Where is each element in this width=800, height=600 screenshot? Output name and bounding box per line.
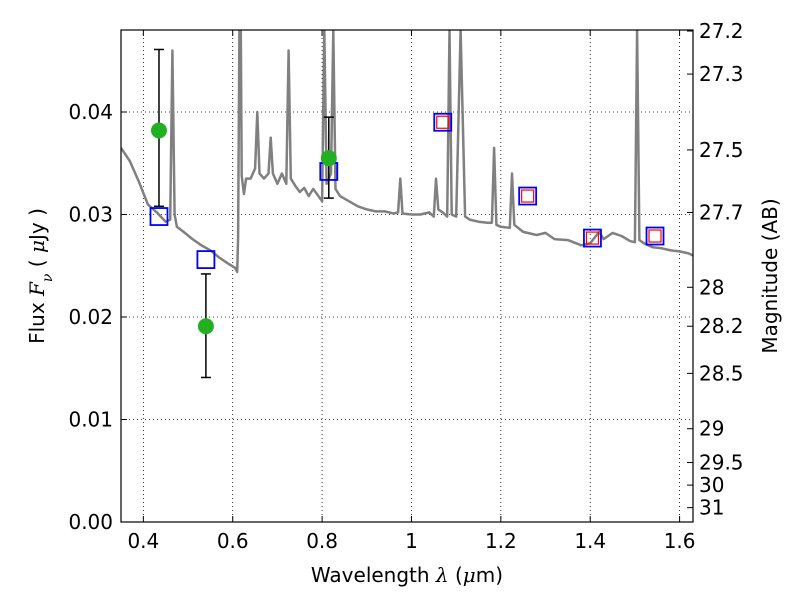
plot-area bbox=[121, 30, 693, 274]
x-tick-label: 1 bbox=[405, 529, 418, 553]
plot-frame bbox=[120, 29, 694, 523]
model-flux-square-red bbox=[648, 229, 662, 243]
y2-tick-label: 28 bbox=[699, 275, 724, 299]
marker-layer bbox=[149, 48, 665, 379]
y-tick-label: 0.01 bbox=[68, 408, 113, 432]
y-tick-label: 0.02 bbox=[68, 305, 113, 329]
model-flux-square-blue bbox=[196, 250, 216, 270]
y-tick-label: 0.00 bbox=[68, 510, 113, 534]
y2-tick-label: 30 bbox=[699, 473, 724, 497]
model-flux-square-red bbox=[436, 115, 450, 129]
tick-layer: 0.4 0.6 0.8 1 1.2 1.4 1.6 0.00 0.01 0.02 0.03 0.04 2… bbox=[68, 19, 743, 553]
y2-tick-label: 27.7 bbox=[699, 200, 744, 224]
y2-tick-label: 29 bbox=[699, 417, 724, 441]
model-flux-square-red bbox=[521, 189, 535, 203]
x-tick-label: 0.6 bbox=[217, 529, 249, 553]
y-tick-label: 0.04 bbox=[68, 100, 113, 124]
y2-tick-label: 28.2 bbox=[699, 314, 744, 338]
x-tick-label: 1.4 bbox=[574, 529, 606, 553]
model-spectrum-line bbox=[121, 30, 693, 274]
x-tick-label: 1.2 bbox=[485, 529, 517, 553]
x-tick-label: 0.8 bbox=[306, 529, 338, 553]
y-axis-label: Flux Fν ( μJy ) bbox=[25, 208, 56, 344]
y2-axis-label: Magnitude (AB) bbox=[758, 198, 782, 353]
model-flux-square-blue bbox=[583, 228, 602, 248]
grid-lines bbox=[121, 30, 693, 523]
observed-flux-point bbox=[320, 150, 337, 167]
y2-tick-label: 31 bbox=[699, 496, 724, 520]
series-layer bbox=[121, 30, 693, 274]
x-axis-label: Wavelength λ (μm) bbox=[311, 563, 503, 587]
model-flux-square-blue bbox=[433, 112, 453, 132]
x-tick-label: 0.4 bbox=[127, 529, 159, 553]
y2-tick-label: 27.5 bbox=[699, 138, 744, 162]
y2-tick-label: 28.5 bbox=[699, 361, 744, 385]
y2-tick-label: 29.5 bbox=[699, 451, 744, 475]
model-flux-square-blue bbox=[149, 207, 169, 226]
y-tick-label: 0.03 bbox=[68, 203, 113, 227]
observed-flux-point bbox=[197, 318, 214, 335]
model-flux-square-blue bbox=[645, 226, 665, 246]
observed-flux-point bbox=[150, 122, 167, 139]
model-flux-square-red bbox=[585, 231, 600, 245]
y2-tick-label: 27.2 bbox=[699, 19, 744, 43]
y2-tick-label: 27.3 bbox=[699, 62, 744, 86]
model-flux-square-blue bbox=[518, 186, 538, 206]
x-tick-label: 1.6 bbox=[664, 529, 696, 553]
